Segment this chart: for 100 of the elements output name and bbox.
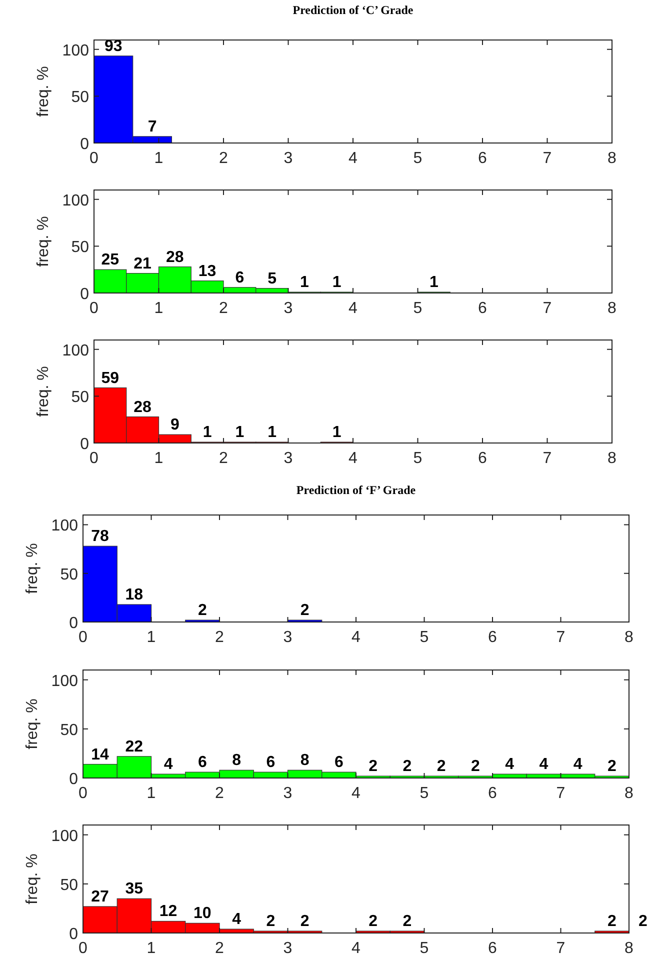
y-tick-label: 0 xyxy=(69,926,78,943)
x-tick-label: 6 xyxy=(488,940,498,957)
x-tick-label: 7 xyxy=(542,150,552,167)
data-label: 1 xyxy=(235,424,244,442)
data-label: 2 xyxy=(607,758,616,776)
x-tick-label: 2 xyxy=(219,150,228,167)
x-tick-label: 6 xyxy=(478,300,488,317)
data-label: 2 xyxy=(300,602,310,620)
x-tick-label: 8 xyxy=(608,150,617,167)
data-label: 78 xyxy=(91,528,110,546)
data-label: 6 xyxy=(334,754,344,772)
y-axis-title: freq. % xyxy=(35,66,52,117)
y-tick-label: 0 xyxy=(69,615,78,632)
x-tick-label: 7 xyxy=(556,785,566,802)
x-tick-label: 3 xyxy=(283,785,292,802)
data-label: 1 xyxy=(268,424,277,442)
y-tick-label: 0 xyxy=(80,436,90,453)
data-label: 4 xyxy=(164,756,173,774)
x-tick-label: 4 xyxy=(348,300,358,317)
x-tick-label: 6 xyxy=(478,450,488,467)
data-label: 2 xyxy=(470,758,480,776)
y-tick-label: 0 xyxy=(80,136,90,153)
x-tick-label: 4 xyxy=(348,150,358,167)
data-label: 35 xyxy=(125,880,144,898)
x-tick-label: 5 xyxy=(413,150,422,167)
data-label: 4 xyxy=(539,756,548,774)
y-tick-label: 100 xyxy=(62,42,90,60)
data-label: 27 xyxy=(91,888,110,906)
data-label: 18 xyxy=(125,586,144,604)
y-tick-label: 50 xyxy=(71,239,90,256)
y-tick-label: 100 xyxy=(62,192,90,210)
x-tick-label: 5 xyxy=(420,629,429,646)
x-tick-label: 2 xyxy=(219,450,228,467)
x-tick-label: 1 xyxy=(146,940,156,957)
x-tick-label: 7 xyxy=(542,300,552,317)
data-label: 2 xyxy=(607,913,616,930)
x-tick-label: 4 xyxy=(352,940,361,957)
data-label: 5 xyxy=(268,270,277,288)
data-label: 93 xyxy=(104,38,122,55)
text: 2 xyxy=(638,913,648,930)
x-tick-label: 5 xyxy=(413,450,422,467)
data-label: 6 xyxy=(266,754,276,772)
data-label: 10 xyxy=(194,905,212,922)
y-tick-label: 50 xyxy=(60,722,78,739)
x-tick-label: 8 xyxy=(624,629,634,646)
data-label: 12 xyxy=(159,903,178,920)
x-tick-label: 7 xyxy=(542,450,552,467)
x-tick-label: 1 xyxy=(146,785,156,802)
x-tick-label: 2 xyxy=(219,300,228,317)
data-label: 2 xyxy=(436,758,446,776)
x-tick-label: 1 xyxy=(154,300,164,317)
data-label: 2 xyxy=(402,758,412,776)
x-tick-label: 1 xyxy=(154,150,164,167)
x-tick-label: 8 xyxy=(624,940,634,957)
x-tick-label: 4 xyxy=(352,629,361,646)
data-label: 25 xyxy=(101,252,120,269)
x-tick-label: 6 xyxy=(488,785,498,802)
y-axis-title: freq. % xyxy=(24,698,41,750)
x-tick-label: 1 xyxy=(146,629,156,646)
x-tick-label: 5 xyxy=(420,785,429,802)
data-label: 22 xyxy=(125,738,144,756)
data-label: 2 xyxy=(402,913,412,930)
data-label: 6 xyxy=(198,754,207,772)
data-label: 6 xyxy=(235,269,244,286)
y-tick-label: 50 xyxy=(60,566,78,584)
x-tick-label: 3 xyxy=(283,940,292,957)
y-tick-label: 50 xyxy=(71,89,90,106)
x-tick-label: 2 xyxy=(215,629,224,646)
y-tick-label: 50 xyxy=(60,876,78,894)
data-label: 1 xyxy=(202,424,212,442)
y-tick-label: 0 xyxy=(80,286,90,303)
y-axis-title: freq. % xyxy=(35,366,52,417)
y-axis-title: freq. % xyxy=(24,854,41,904)
x-tick-label: 4 xyxy=(348,450,358,467)
data-label: 2 xyxy=(266,913,276,930)
data-label: 28 xyxy=(134,398,152,416)
y-tick-label: 100 xyxy=(51,672,78,690)
x-tick-label: 2 xyxy=(215,785,224,802)
data-label: 2 xyxy=(198,602,207,620)
y-tick-label: 100 xyxy=(51,828,78,845)
data-label: 59 xyxy=(101,370,120,387)
data-label: 4 xyxy=(232,911,242,928)
x-tick-label: 3 xyxy=(284,450,293,467)
data-label: 7 xyxy=(148,118,157,136)
x-tick-label: 3 xyxy=(283,629,292,646)
y-axis-title: freq. % xyxy=(35,216,52,267)
data-label: 8 xyxy=(300,752,310,770)
data-label: 9 xyxy=(170,416,180,434)
chart-title: Prediction of ‘F’ Grade xyxy=(296,483,416,497)
data-label: 14 xyxy=(91,746,110,764)
y-tick-label: 100 xyxy=(62,342,90,360)
data-label: 1 xyxy=(300,274,309,292)
x-tick-label: 3 xyxy=(284,150,293,167)
data-label: 2 xyxy=(368,758,378,776)
data-label: 4 xyxy=(573,756,582,774)
x-tick-label: 7 xyxy=(556,629,566,646)
x-tick-label: 7 xyxy=(556,940,566,957)
data-label: 28 xyxy=(166,248,184,266)
data-label: 2 xyxy=(300,913,310,930)
data-label: 1 xyxy=(332,424,342,442)
